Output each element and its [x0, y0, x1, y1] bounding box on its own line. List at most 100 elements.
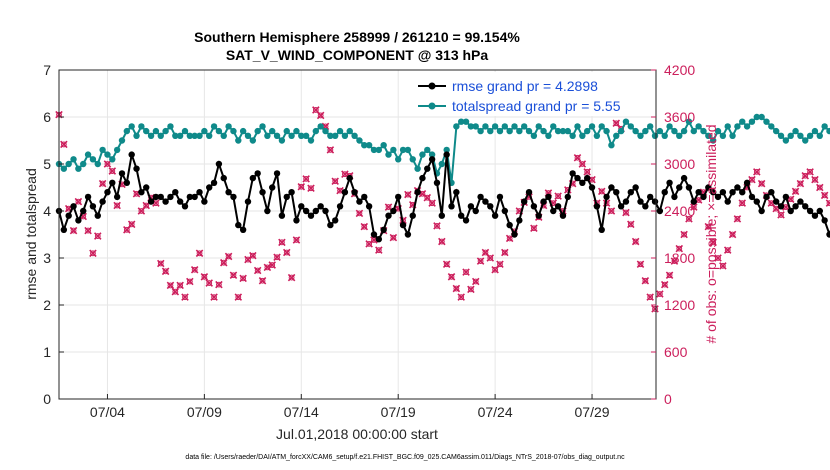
obs-assimilated-marker — [219, 258, 228, 267]
obs-count-point — [181, 293, 189, 301]
obs-assimilated-marker — [200, 273, 209, 281]
plot-frame — [58, 69, 657, 400]
rmse-point — [535, 212, 542, 219]
rmse-point — [821, 217, 828, 224]
obs-count-point — [389, 233, 398, 242]
totalspread-point — [627, 123, 635, 130]
totalspread-point — [249, 137, 257, 144]
obs-possible-marker — [467, 286, 474, 293]
totalspread-point — [269, 127, 276, 135]
obs-possible-marker — [492, 266, 499, 273]
rmse-point — [356, 198, 363, 205]
obs-assimilated-marker — [573, 153, 582, 162]
totalspread-point — [792, 127, 799, 135]
rmse-point — [646, 193, 654, 201]
obs-assimilated-marker — [438, 237, 446, 246]
rmse-point — [60, 226, 68, 233]
totalspread-point — [554, 127, 562, 135]
rmse-point — [632, 184, 639, 191]
rmse-point — [380, 226, 387, 233]
obs-assimilated-marker — [312, 106, 320, 114]
obs-assimilated-marker — [239, 274, 247, 283]
obs-possible-marker — [327, 147, 334, 153]
totalspread-point — [646, 123, 654, 130]
obs-count-point — [326, 146, 335, 154]
obs-assimilated-marker — [641, 276, 650, 285]
rmse-point — [467, 203, 475, 210]
obs-count-point — [675, 244, 684, 253]
rmse-point — [453, 189, 460, 196]
rmse-point — [428, 156, 436, 163]
legend-rmse-marker — [428, 82, 436, 90]
rmse-point — [288, 189, 295, 196]
totalspread-series — [55, 113, 830, 186]
obs-possible-marker — [453, 285, 460, 292]
rmse-point — [152, 193, 160, 201]
totalspread-point — [215, 127, 223, 135]
rmse-point — [719, 189, 727, 196]
totalspread-point — [516, 127, 523, 135]
rmse-point — [157, 193, 164, 201]
obs-count-point — [176, 281, 184, 290]
obs-possible-marker — [812, 176, 818, 183]
obs-possible-marker — [186, 278, 193, 285]
rmse-point — [627, 189, 635, 196]
obs-count-point — [307, 184, 315, 193]
totalspread-point — [167, 123, 174, 130]
right-tick-label: 0 — [664, 391, 672, 407]
obs-assimilated-marker — [690, 203, 698, 211]
rmse-point — [302, 207, 310, 215]
totalspread-point — [443, 146, 450, 154]
rmse-point — [201, 198, 208, 205]
obs-possible-marker — [245, 256, 251, 263]
rmse-point — [816, 207, 823, 215]
totalspread-point — [365, 142, 373, 149]
x-tick-label: 07/04 — [90, 404, 125, 420]
totalspread-point — [797, 132, 804, 139]
totalspread-point — [530, 132, 538, 139]
totalspread-point — [176, 132, 184, 139]
totalspread-point — [579, 132, 586, 139]
totalspread-point — [593, 132, 601, 139]
obs-count-point — [811, 175, 819, 184]
obs-possible-marker — [676, 245, 683, 252]
obs-count-point — [665, 271, 674, 279]
obs-possible-marker — [472, 278, 479, 285]
rmse-point — [104, 189, 111, 196]
totalspread-point — [409, 156, 416, 163]
rmse-point — [579, 179, 586, 186]
obs-assimilated-marker — [152, 199, 160, 207]
totalspread-point — [467, 123, 475, 130]
totalspread-point — [598, 123, 605, 130]
obs-count-point — [573, 153, 582, 162]
right-axis: 0 600 1200 1800 2400 3000 3600 4200 — [651, 62, 695, 407]
totalspread-point — [637, 132, 644, 139]
rmse-point — [128, 151, 135, 158]
totalspread-point — [341, 132, 349, 139]
obs-possible-marker — [298, 183, 305, 190]
rmse-point — [215, 160, 223, 168]
obs-assimilated-marker — [331, 177, 339, 185]
obs-assimilated-marker — [98, 179, 107, 188]
obs-possible-marker — [482, 249, 489, 256]
obs-assimilated-marker — [418, 190, 427, 198]
obs-possible-marker — [211, 294, 217, 301]
obs-count-point — [258, 276, 267, 285]
obs-possible-marker — [424, 194, 431, 201]
rmse-point — [147, 198, 155, 205]
rmse-point — [312, 207, 320, 215]
left-tick-label: 5 — [43, 156, 51, 172]
obs-count-point — [282, 248, 291, 257]
obs-possible-marker — [477, 258, 484, 265]
obs-assimilated-marker — [811, 175, 819, 184]
rmse-point — [622, 198, 630, 205]
obs-possible-marker — [356, 210, 363, 217]
rmse-point — [264, 207, 271, 215]
obs-possible-marker — [681, 231, 688, 238]
totalspread-point — [729, 132, 736, 139]
totalspread-point — [94, 160, 101, 168]
totalspread-point — [462, 118, 470, 125]
obs-count-point — [641, 276, 650, 285]
rmse-point — [118, 170, 126, 177]
obs-count-point — [438, 237, 446, 246]
